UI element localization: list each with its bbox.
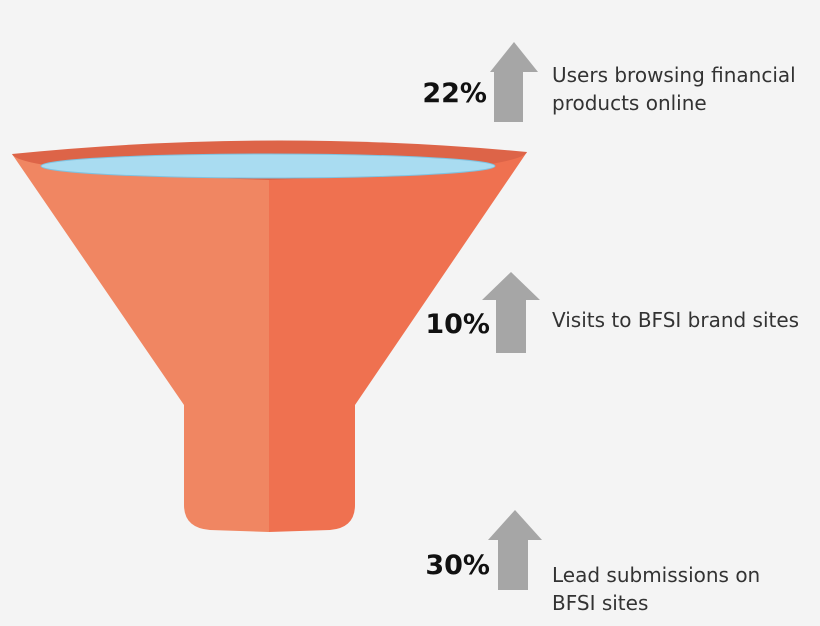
label-line: Visits to BFSI brand sites <box>552 308 799 332</box>
arrows <box>482 42 542 590</box>
funnel-right <box>269 152 527 532</box>
funnel-liquid <box>40 153 496 179</box>
percent: 10% <box>425 309 490 340</box>
arrow <box>490 42 538 122</box>
arrow <box>488 510 542 590</box>
funnel-left <box>12 154 269 532</box>
arrow <box>482 272 540 353</box>
label-line: products online <box>552 91 707 115</box>
funnel <box>12 140 527 532</box>
label-line: BFSI sites <box>552 591 648 615</box>
percent: 22% <box>422 78 487 109</box>
label-line: Users browsing financial <box>552 63 796 87</box>
label-line: Lead submissions on <box>552 563 760 587</box>
percent: 30% <box>425 550 490 581</box>
